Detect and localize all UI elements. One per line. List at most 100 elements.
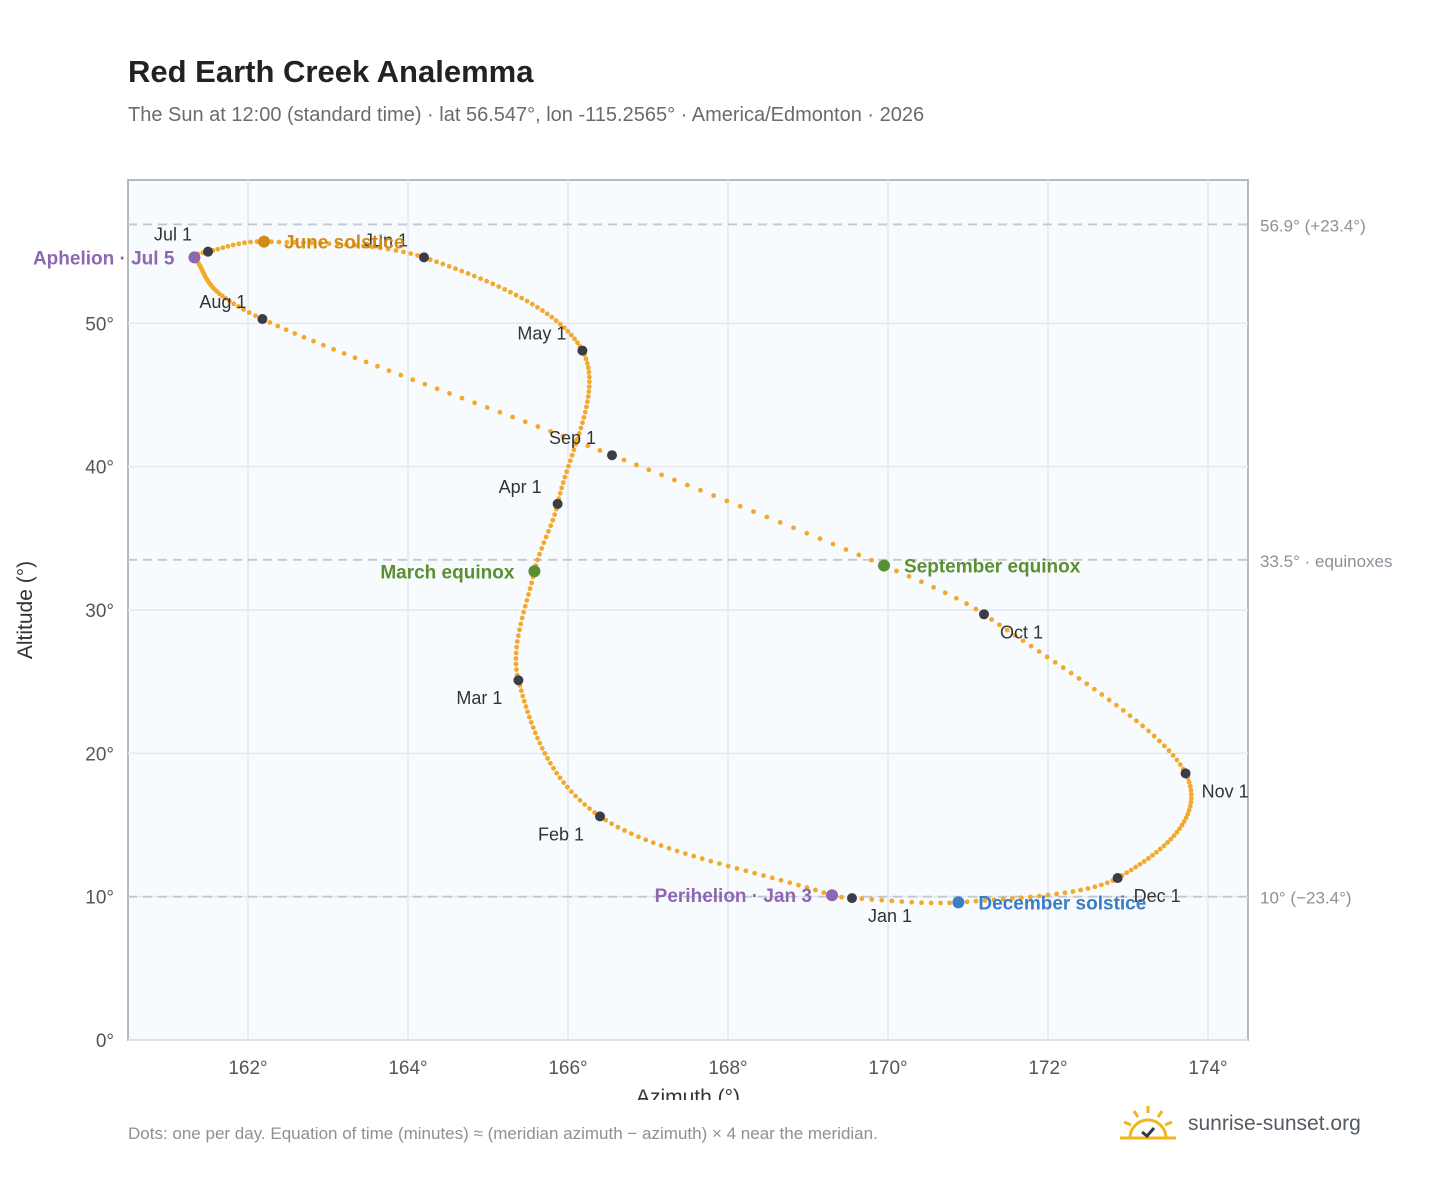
daily-sun-dot bbox=[490, 281, 496, 287]
daily-sun-dot bbox=[586, 389, 592, 394]
month-marker-dot bbox=[513, 675, 524, 686]
daily-sun-dot bbox=[539, 546, 545, 551]
daily-sun-dot bbox=[1161, 843, 1167, 849]
daily-sun-dot bbox=[1165, 840, 1170, 845]
daily-sun-dot bbox=[817, 536, 823, 542]
daily-sun-dot bbox=[1060, 665, 1066, 671]
x-tick-label: 164° bbox=[388, 1058, 427, 1079]
daily-sun-dot bbox=[737, 503, 743, 509]
daily-sun-dot bbox=[341, 351, 347, 356]
event-label: June solstice bbox=[284, 233, 404, 254]
daily-sun-dot bbox=[989, 617, 995, 622]
daily-sun-dot bbox=[575, 340, 580, 346]
daily-sun-dot bbox=[517, 627, 522, 633]
daily-sun-dot bbox=[1140, 723, 1146, 729]
daily-sun-dot bbox=[991, 897, 997, 903]
daily-sun-dot bbox=[1150, 852, 1155, 858]
daily-sun-dot bbox=[521, 698, 527, 704]
daily-sun-dot bbox=[215, 246, 221, 252]
daily-sun-dot bbox=[869, 897, 875, 902]
daily-sun-dot bbox=[569, 452, 575, 458]
axes: 162° 164° 166° 168° 170° 172° 174° 0° 10° 20° 30° 4… bbox=[85, 314, 1227, 1079]
daily-sun-dot bbox=[535, 557, 540, 563]
daily-sun-dot bbox=[1085, 886, 1091, 891]
daily-sun-dot bbox=[546, 528, 551, 534]
month-marker-dot bbox=[847, 893, 857, 904]
daily-sun-dot bbox=[268, 239, 274, 245]
daily-sun-dot bbox=[537, 740, 543, 746]
daily-sun-dot bbox=[231, 301, 237, 307]
y-tick-label: 0° bbox=[96, 1031, 114, 1052]
daily-sun-dot bbox=[931, 584, 936, 590]
daily-sun-dot bbox=[311, 338, 316, 344]
daily-sun-dot bbox=[484, 405, 490, 410]
month-marker-label: Aug 1 bbox=[199, 292, 246, 312]
daily-sun-dot bbox=[526, 592, 531, 597]
daily-sun-dot bbox=[527, 714, 532, 720]
daily-sun-dot bbox=[519, 295, 525, 301]
analemma-chart: 56.9° (+23.4°) 33.5° · equinoxes 10° (−23.… bbox=[14, 179, 1393, 1100]
daily-sun-dot bbox=[561, 780, 567, 785]
daily-sun-dot bbox=[275, 323, 281, 329]
daily-sun-dot bbox=[761, 873, 766, 878]
reference-line-label: 33.5° · equinoxes bbox=[1260, 552, 1393, 571]
daily-sun-dot bbox=[321, 342, 326, 348]
daily-sun-dot bbox=[241, 307, 246, 312]
daily-sun-dot bbox=[550, 517, 556, 523]
daily-sun-dot bbox=[527, 586, 533, 592]
daily-sun-dot bbox=[335, 241, 341, 247]
daily-sun-dot bbox=[1076, 676, 1082, 681]
daily-sun-dot bbox=[267, 320, 273, 325]
daily-sun-dot bbox=[734, 866, 740, 871]
daily-sun-dot bbox=[1161, 743, 1167, 749]
daily-sun-dot bbox=[553, 318, 559, 324]
daily-sun-dot bbox=[621, 457, 627, 463]
daily-sun-dot bbox=[566, 463, 571, 469]
daily-sun-dot bbox=[522, 603, 528, 609]
daily-sun-dot bbox=[1104, 880, 1110, 886]
daily-sun-dot bbox=[1187, 803, 1193, 809]
daily-sun-dot bbox=[650, 840, 656, 846]
daily-sun-dot bbox=[331, 346, 337, 352]
daily-sun-dot bbox=[557, 490, 563, 496]
daily-sun-dot bbox=[1188, 791, 1194, 797]
month-marker-dot bbox=[577, 345, 588, 356]
daily-sun-dot bbox=[408, 251, 414, 256]
daily-sun-dot bbox=[572, 336, 577, 342]
month-marker-dot bbox=[607, 450, 617, 461]
daily-sun-dot bbox=[465, 271, 471, 276]
daily-sun-dot bbox=[576, 431, 582, 436]
event-label: December solstice bbox=[978, 893, 1146, 914]
daily-sun-dot bbox=[398, 372, 404, 378]
daily-sun-dot bbox=[894, 568, 899, 574]
daily-sun-dot bbox=[1181, 819, 1187, 824]
daily-sun-dot bbox=[1183, 815, 1189, 821]
daily-sun-dot bbox=[352, 355, 358, 361]
daily-sun-dot bbox=[422, 381, 428, 387]
daily-sun-dot bbox=[743, 868, 749, 874]
daily-sun-dot bbox=[236, 241, 242, 247]
daily-sun-dot bbox=[513, 292, 519, 298]
daily-sun-dot bbox=[582, 802, 588, 807]
brand[interactable]: sunrise-sunset.org bbox=[1120, 1104, 1361, 1144]
daily-sun-dot bbox=[427, 257, 433, 262]
daily-sun-dot bbox=[859, 896, 865, 902]
daily-sun-dot bbox=[581, 414, 587, 420]
daily-sun-dot bbox=[711, 493, 716, 498]
daily-sun-dot bbox=[564, 469, 570, 475]
daily-sun-dot bbox=[472, 400, 477, 406]
daily-sun-dot bbox=[964, 899, 970, 905]
daily-sun-dot bbox=[982, 898, 988, 903]
daily-sun-dot bbox=[615, 824, 621, 830]
daily-sun-dot bbox=[633, 462, 639, 468]
daily-sun-dot bbox=[725, 863, 731, 869]
month-marker-dot bbox=[419, 252, 429, 263]
daily-sun-dot bbox=[636, 834, 641, 840]
daily-sun-dot bbox=[1146, 728, 1151, 734]
daily-sun-dot bbox=[1036, 893, 1042, 899]
daily-sun-dot bbox=[947, 900, 953, 906]
daily-sun-dot bbox=[523, 704, 529, 709]
daily-sun-dot bbox=[1036, 649, 1042, 654]
daily-sun-dot bbox=[1186, 779, 1192, 785]
daily-sun-dot bbox=[577, 797, 583, 803]
